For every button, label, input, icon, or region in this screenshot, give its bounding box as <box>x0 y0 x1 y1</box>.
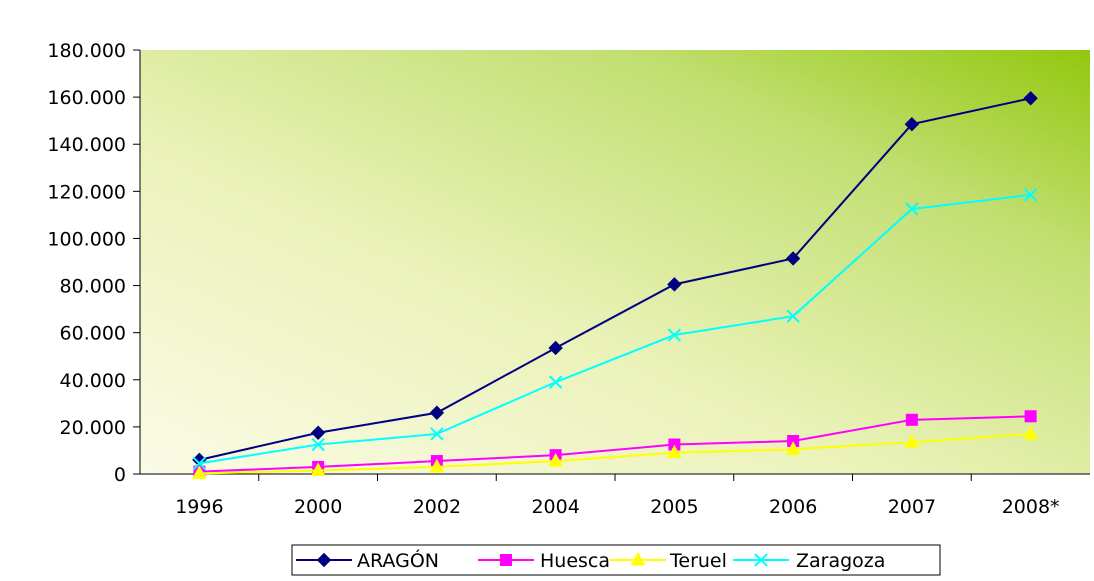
data-point <box>905 202 919 216</box>
legend-label: Huesca <box>540 550 610 572</box>
x-tick-label: 2002 <box>413 496 461 518</box>
data-point <box>785 251 801 266</box>
data-point <box>311 437 325 452</box>
series-teruel <box>192 425 1038 480</box>
data-point <box>904 116 920 132</box>
x-tick-label: 1996 <box>175 496 223 518</box>
data-point <box>905 413 918 426</box>
legend-marker <box>500 554 512 566</box>
x-tick-label: 2004 <box>531 496 579 518</box>
data-point <box>667 277 682 292</box>
y-tick-label: 0 <box>114 464 126 486</box>
y-tick-label: 20.000 <box>60 417 126 439</box>
series-line <box>199 193 1031 465</box>
data-point <box>1023 91 1038 106</box>
y-tick-label: 40.000 <box>60 370 126 392</box>
legend-item-teruel: Teruel <box>610 550 727 572</box>
plot-area <box>140 50 1090 474</box>
y-tick-label: 80.000 <box>60 276 126 298</box>
legend-marker <box>754 553 768 567</box>
data-point <box>192 456 207 471</box>
x-tick-label: 2006 <box>769 496 817 518</box>
y-tick-label: 140.000 <box>47 134 126 156</box>
y-tick-label: 180.000 <box>47 40 126 62</box>
series-line <box>199 415 1031 473</box>
series-line <box>199 97 1031 461</box>
data-point <box>785 441 801 455</box>
data-point <box>548 340 563 356</box>
legend-label: Teruel <box>669 550 727 572</box>
data-point <box>192 465 207 480</box>
data-point <box>429 405 445 420</box>
data-point <box>430 427 444 441</box>
series-line <box>199 432 1031 475</box>
x-tick-label: 2005 <box>650 496 698 518</box>
data-point <box>548 452 563 467</box>
x-tick-label: 2000 <box>294 496 342 518</box>
data-point <box>667 328 682 342</box>
y-tick-label: 160.000 <box>47 87 126 109</box>
legend-marker <box>630 551 646 566</box>
data-point <box>786 309 800 323</box>
data-point <box>1023 188 1038 202</box>
y-tick-label: 60.000 <box>60 323 126 345</box>
data-point <box>1024 410 1037 423</box>
data-point <box>1023 425 1038 440</box>
y-tick-label: 120.000 <box>47 181 126 203</box>
legend-item-huesca: Huesca <box>478 550 610 572</box>
legend-item-zaragoza: Zaragoza <box>733 550 885 572</box>
series-aragón <box>192 91 1038 468</box>
x-tick-label: 2008* <box>1002 496 1060 518</box>
data-point <box>429 458 445 473</box>
data-point <box>667 444 682 459</box>
x-tick-label: 2007 <box>888 496 936 518</box>
y-tick-label: 100.000 <box>47 228 126 250</box>
data-point <box>310 462 326 476</box>
legend-marker <box>316 552 332 568</box>
legend-label: ARAGÓN <box>357 548 439 572</box>
data-point <box>548 375 563 389</box>
series-zaragoza <box>192 188 1038 471</box>
legend-label: Zaragoza <box>796 550 885 572</box>
data-point <box>310 425 326 440</box>
data-point <box>904 434 920 448</box>
legend-item-aragón: ARAGÓN <box>296 548 439 572</box>
